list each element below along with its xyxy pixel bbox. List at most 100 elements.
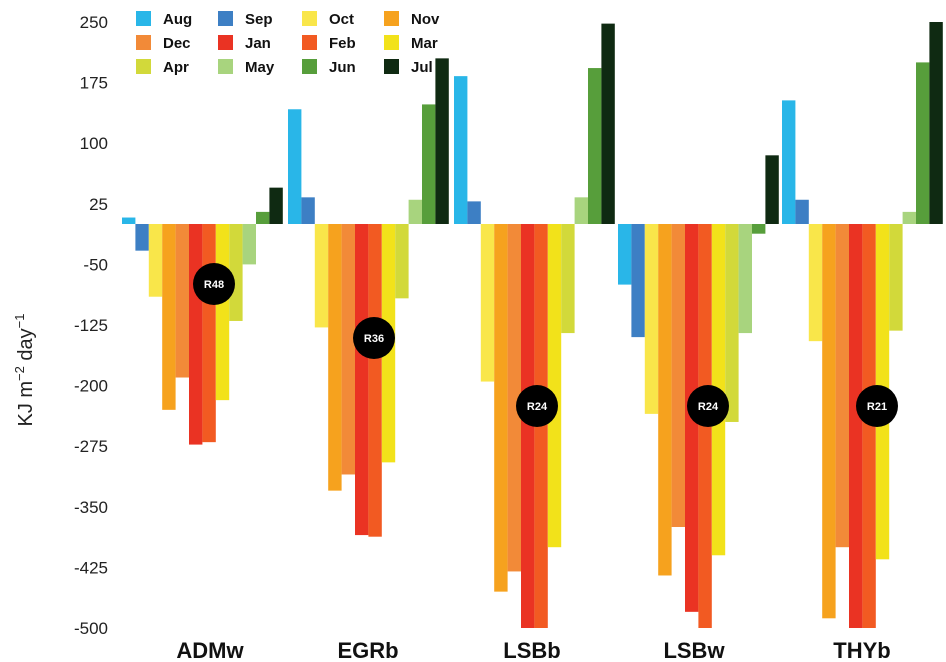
bar-admw-apr xyxy=(229,224,243,321)
bar-admw-oct xyxy=(148,224,163,297)
bar-thyb-apr xyxy=(889,224,903,331)
bar-lsbw-oct xyxy=(644,224,659,414)
bar-egrb-may xyxy=(408,199,422,224)
region-badge-label: R24 xyxy=(698,401,719,413)
legend-label: Jan xyxy=(245,35,271,52)
legend-label: Nov xyxy=(411,11,440,28)
y-axis-label: KJ m−2 day−1 xyxy=(12,313,37,426)
legend-label: Oct xyxy=(329,11,354,28)
legend-label: Aug xyxy=(163,11,192,28)
bar-group-lsbb xyxy=(454,23,615,628)
bar-admw-jul xyxy=(269,187,283,224)
bar-thyb-aug xyxy=(782,100,796,224)
legend-item-sep: Sep xyxy=(218,11,273,28)
bar-admw-may xyxy=(242,224,256,265)
legend-swatch xyxy=(218,35,233,50)
bar-lsbb-aug xyxy=(454,76,468,224)
bar-egrb-apr xyxy=(395,224,409,299)
legend-item-aug: Aug xyxy=(136,11,192,28)
bar-admw-dec xyxy=(175,224,189,378)
y-tick-label: 25 xyxy=(89,195,108,214)
bar-egrb-jan xyxy=(355,224,369,536)
region-badge-label: R21 xyxy=(867,401,887,413)
legend-label: May xyxy=(245,59,275,76)
bar-lsbb-oct xyxy=(480,224,495,382)
bar-egrb-jun xyxy=(422,104,436,224)
bar-lsbw-dec xyxy=(671,224,685,527)
bar-lsbw-aug xyxy=(618,224,632,285)
legend-label: Jun xyxy=(329,59,356,76)
legend-label: Dec xyxy=(163,35,191,52)
y-tick-label: 100 xyxy=(80,134,108,153)
bar-admw-nov xyxy=(162,224,176,410)
bar-egrb-oct xyxy=(314,224,329,328)
legend-swatch xyxy=(218,59,233,74)
bar-thyb-sep xyxy=(795,199,809,224)
bar-lsbb-may xyxy=(574,197,588,224)
legend-swatch xyxy=(136,11,151,26)
bar-lsbw-may xyxy=(738,224,752,334)
legend-item-nov: Nov xyxy=(384,11,440,28)
bar-thyb-jul xyxy=(929,22,943,224)
legend-swatch xyxy=(384,59,399,74)
region-badge-label: R24 xyxy=(527,401,548,413)
bar-groups xyxy=(122,22,943,628)
bar-egrb-aug xyxy=(288,109,302,224)
bar-egrb-nov xyxy=(328,224,342,491)
legend-item-feb: Feb xyxy=(302,35,356,52)
bar-lsbb-jun xyxy=(588,68,602,224)
bar-thyb-jun xyxy=(916,62,930,225)
legend-label: Feb xyxy=(329,35,356,52)
legend-label: Jul xyxy=(411,59,433,76)
bar-admw-jun xyxy=(256,211,270,224)
bar-thyb-dec xyxy=(835,224,849,548)
bar-lsbw-apr xyxy=(725,224,739,422)
bar-lsbb-jan xyxy=(521,224,535,628)
legend-item-jul: Jul xyxy=(384,59,433,76)
legend-item-jun: Jun xyxy=(302,59,356,76)
legend-item-may: May xyxy=(218,59,275,76)
bar-egrb-feb xyxy=(368,224,382,537)
legend-swatch xyxy=(384,11,399,26)
category-label: LSBb xyxy=(503,638,560,662)
bar-lsbb-dec xyxy=(507,224,521,572)
y-tick-label: -200 xyxy=(74,377,108,396)
y-axis: 250 175 100 25 -50 -125 -200 -275 -350 -425 -500 xyxy=(74,13,108,638)
category-label: THYb xyxy=(833,638,890,662)
legend-item-mar: Mar xyxy=(384,35,438,52)
bar-egrb-sep xyxy=(301,197,315,224)
y-tick-label: -125 xyxy=(74,316,108,335)
bar-group-thyb xyxy=(782,22,943,628)
category-label: LSBw xyxy=(663,638,725,662)
region-badge-label: R36 xyxy=(364,333,384,345)
legend: Aug Sep Oct Nov Dec Jan Feb Mar Apr May Jun Jul xyxy=(136,11,440,76)
y-tick-label: -275 xyxy=(74,437,108,456)
bar-thyb-feb xyxy=(862,224,876,628)
legend-item-apr: Apr xyxy=(136,59,189,76)
legend-label: Apr xyxy=(163,59,189,76)
bar-admw-jan xyxy=(189,224,203,445)
y-tick-label: -425 xyxy=(74,558,108,577)
bar-lsbb-nov xyxy=(494,224,508,592)
legend-swatch xyxy=(302,11,317,26)
category-label: ADMw xyxy=(176,638,244,662)
legend-swatch xyxy=(136,35,151,50)
legend-swatch xyxy=(302,35,317,50)
bar-group-admw xyxy=(122,187,283,445)
bar-egrb-dec xyxy=(341,224,355,475)
bar-lsbb-apr xyxy=(561,224,575,334)
legend-swatch xyxy=(136,59,151,74)
legend-label: Sep xyxy=(245,11,273,28)
bar-thyb-jan xyxy=(849,224,863,628)
category-label: EGRb xyxy=(337,638,398,662)
legend-label: Mar xyxy=(411,35,438,52)
region-badge: R36 xyxy=(353,317,395,359)
legend-item-jan: Jan xyxy=(218,35,271,52)
region-badge: R48 xyxy=(193,263,235,305)
region-badges: R48 R36 R24 R24 R21 xyxy=(193,263,898,427)
bar-thyb-nov xyxy=(822,224,836,619)
bar-egrb-jul xyxy=(435,58,449,224)
region-badge: R24 xyxy=(516,385,558,427)
bar-lsbb-mar xyxy=(547,224,562,548)
